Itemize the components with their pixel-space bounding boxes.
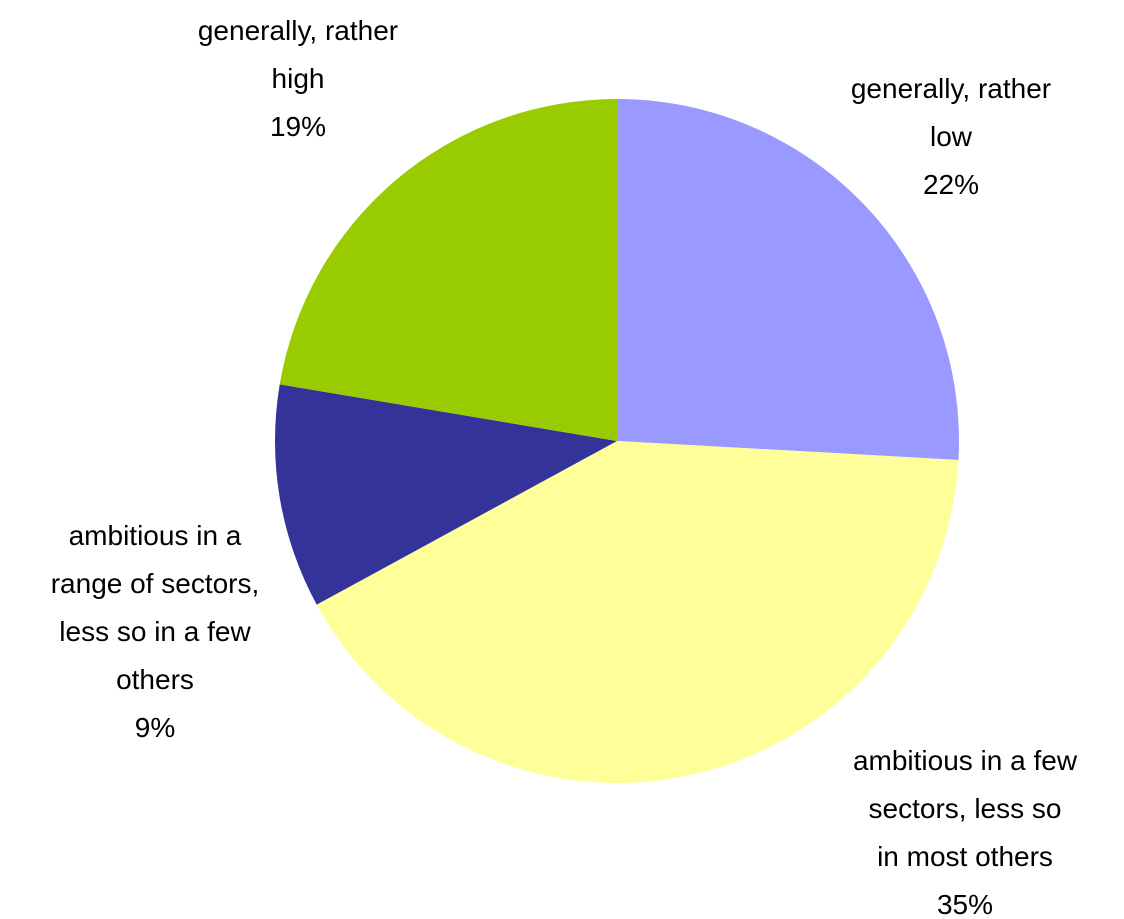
slice-label-1: generally, rather low 22% (851, 73, 1051, 200)
slice-category-label: generally, rather (851, 73, 1051, 104)
slice-category-label: range of sectors, (51, 568, 260, 599)
slice-label-3: ambitious in a range of sectors, less so i… (51, 520, 260, 743)
pie-labels: generally, rather low 22% ambitious in a fe… (51, 15, 1078, 919)
pie-slices (275, 98, 959, 783)
slice-category-label: others (116, 664, 194, 695)
slice-value-label: 19% (270, 111, 326, 142)
slice-category-label: sectors, less so (869, 793, 1062, 824)
slice-category-label: in most others (877, 841, 1053, 872)
pie-slice-3 (275, 384, 617, 605)
pie-slice-2 (316, 441, 959, 783)
slice-value-label: 22% (923, 169, 979, 200)
slice-category-label: high (272, 63, 325, 94)
pie-slice-1 (617, 99, 959, 460)
slice-value-label: 9% (135, 712, 175, 743)
pie-slice-4 (279, 98, 617, 442)
slice-label-4: generally, rather high 19% (198, 15, 398, 142)
slice-value-label: 35% (937, 889, 993, 919)
slice-category-label: low (930, 121, 973, 152)
slice-label-2: ambitious in a few sectors, less so in mos… (853, 745, 1078, 919)
slice-category-label: generally, rather (198, 15, 398, 46)
slice-category-label: less so in a few (59, 616, 251, 647)
slice-category-label: ambitious in a (69, 520, 242, 551)
slice-category-label: ambitious in a few (853, 745, 1078, 776)
